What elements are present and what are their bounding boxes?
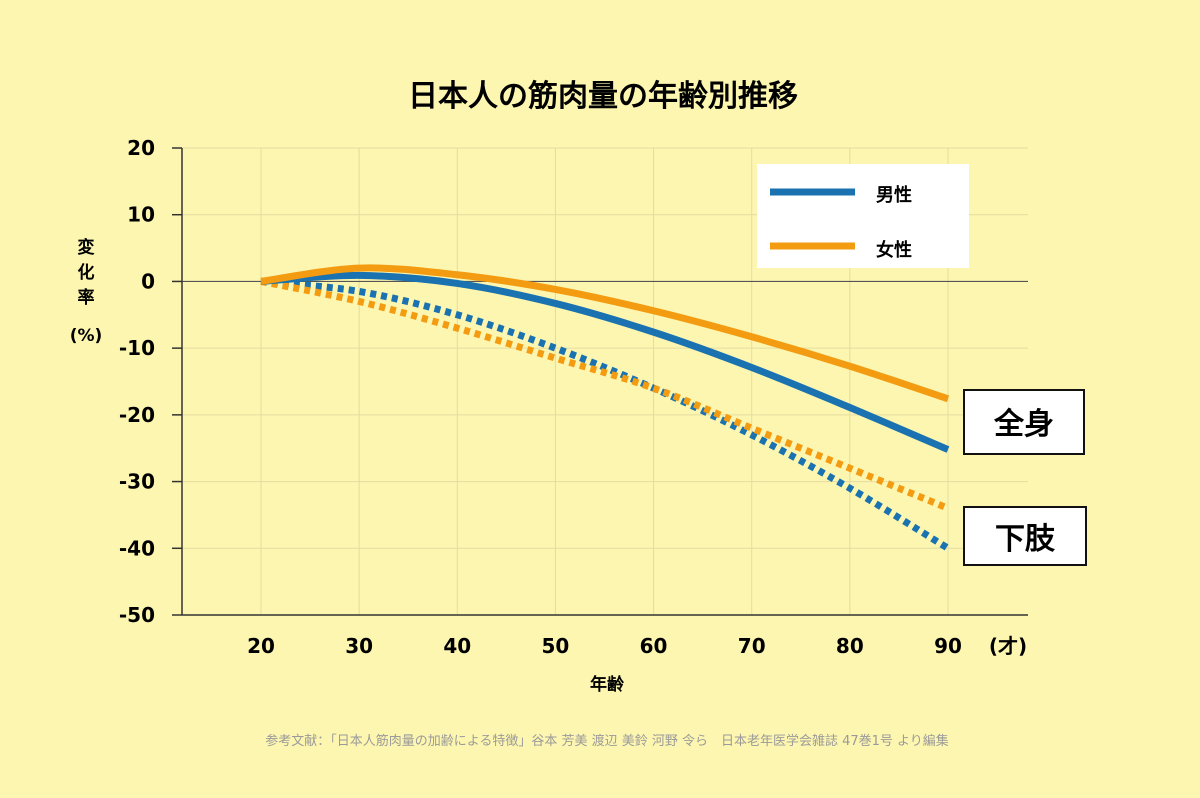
- x-tick-label: 50: [542, 634, 570, 658]
- y-tick-label: -50: [119, 603, 155, 627]
- y-axis-label: 変 化 率 (%): [70, 237, 103, 346]
- y-tick-label: 10: [127, 203, 155, 227]
- y-tick-label: 20: [127, 136, 155, 160]
- y-tick-label: -10: [119, 336, 155, 360]
- y-axis-label-char: 率: [78, 287, 95, 308]
- y-tick-label: -30: [119, 470, 155, 494]
- x-tick-label: 90: [934, 634, 962, 658]
- source-citation: 参考文献：「日本人筋肉量の加齢による特徴」谷本 芳美 渡辺 美鈴 河野 令ら 日…: [265, 733, 949, 749]
- series-line-whole-female: [260, 264, 950, 403]
- y-axis-label-char: 変: [78, 237, 95, 258]
- annotation-box: [963, 506, 1087, 566]
- annotation-label: 全身: [993, 407, 1054, 442]
- x-tick-label: 60: [640, 634, 668, 658]
- x-tick-label: 80: [836, 634, 864, 658]
- axes: 20 10 0 -10 -20 -30 -40 -50 20 30 40 50 60 70 80 90: [119, 136, 1028, 658]
- y-tick-label: -40: [119, 536, 155, 560]
- series-line-lower-female: [260, 277, 950, 512]
- grid: [182, 147, 1028, 616]
- chart-title: 日本人の筋肉量の年齢別推移: [408, 79, 798, 114]
- series-line-whole-male: [260, 271, 950, 453]
- annotation-label: 下肢: [995, 522, 1056, 557]
- y-axis-label-char: 化: [78, 262, 95, 283]
- x-tick-label: 30: [345, 634, 373, 658]
- x-axis-label: 年齢: [590, 674, 625, 695]
- x-tick-label: 20: [247, 634, 275, 658]
- x-axis-unit: (才): [989, 634, 1027, 658]
- legend-label-male: 男性: [876, 184, 912, 206]
- legend: 男性 女性: [757, 164, 969, 268]
- y-axis-unit: (%): [70, 326, 103, 346]
- legend-box: [757, 164, 969, 268]
- annotation-box: [963, 389, 1085, 455]
- annotation-whole-body: 全身: [963, 389, 1085, 455]
- series-group: [260, 264, 950, 552]
- x-tick-label: 70: [738, 634, 766, 658]
- y-tick-label: 0: [141, 269, 155, 293]
- y-tick-label: -20: [119, 403, 155, 427]
- series-line-lower-male: [260, 277, 950, 552]
- annotation-lower-limb: 下肢: [963, 506, 1087, 566]
- legend-label-female: 女性: [876, 239, 912, 261]
- x-tick-label: 40: [443, 634, 471, 658]
